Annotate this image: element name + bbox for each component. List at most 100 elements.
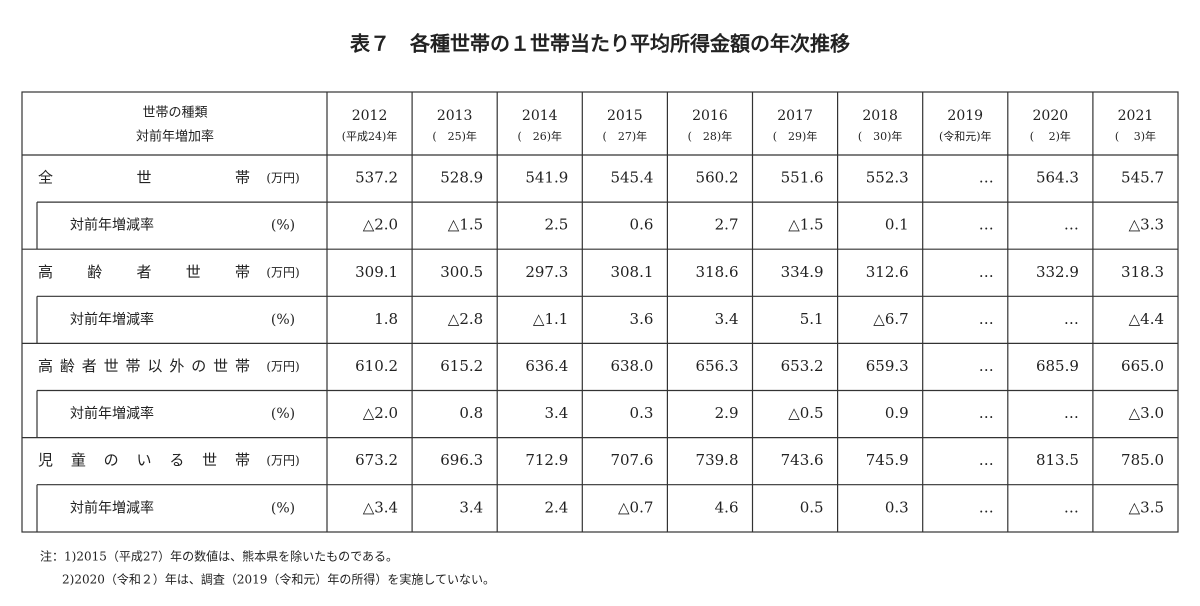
cell: △3.5 [1129, 498, 1164, 516]
cell: 537.2 [355, 169, 398, 187]
cell: 610.2 [355, 357, 398, 375]
era: ( 3)年 [1115, 129, 1156, 143]
row-label: 対前年増減率 [70, 217, 154, 234]
cell: 659.3 [866, 357, 909, 375]
cell: △2.0 [363, 404, 398, 422]
cell: 0.1 [885, 216, 909, 234]
cell: … [1064, 310, 1079, 328]
cell: … [1064, 498, 1079, 516]
year: 2015 [607, 108, 643, 124]
cell: … [979, 216, 994, 234]
row-label: 高齢者世帯 [38, 263, 250, 281]
cell: … [1064, 404, 1079, 422]
cell: △3.3 [1129, 216, 1164, 234]
era: ( 25)年 [432, 129, 477, 143]
cell: 308.1 [610, 263, 653, 281]
cell: 712.9 [525, 451, 568, 469]
cell: △1.5 [788, 216, 823, 234]
header-label: 対前年増加率 [136, 129, 214, 145]
cell: 309.1 [355, 263, 398, 281]
cell: △6.7 [873, 310, 908, 328]
year: 2020 [1033, 108, 1069, 124]
cell: △1.1 [533, 310, 568, 328]
unit: (万円) [266, 265, 299, 279]
era: ( 28)年 [688, 129, 733, 143]
year: 2013 [437, 108, 473, 124]
cell: 334.9 [781, 263, 824, 281]
cell: 528.9 [440, 169, 483, 187]
year: 2016 [692, 108, 728, 124]
cell: 5.1 [800, 310, 824, 328]
cell: 673.2 [355, 451, 398, 469]
note: 注：1)2015（平成27）年の数値は、熊本県を除いたものである。 [40, 549, 398, 564]
cell: 318.6 [696, 263, 739, 281]
cell: 332.9 [1036, 263, 1079, 281]
row-label: 対前年増減率 [70, 311, 154, 328]
era: ( 29)年 [773, 129, 818, 143]
cell: △1.5 [448, 216, 483, 234]
cell: 551.6 [781, 169, 824, 187]
cell: 0.3 [885, 498, 909, 516]
era: ( 27)年 [603, 129, 648, 143]
cell: 3.6 [630, 310, 654, 328]
cell: … [979, 263, 994, 281]
cell: … [1064, 216, 1079, 234]
cell: 0.6 [630, 216, 654, 234]
cell: △3.4 [363, 498, 398, 516]
unit: (万円) [266, 359, 299, 373]
cell: 615.2 [440, 357, 483, 375]
cell: … [979, 169, 994, 187]
cell: 2.9 [715, 404, 739, 422]
year: 2018 [862, 108, 898, 124]
cell: 564.3 [1036, 169, 1079, 187]
cell: 638.0 [610, 357, 653, 375]
year: 2012 [352, 108, 388, 124]
unit: (万円) [266, 171, 299, 185]
cell: 0.5 [800, 498, 824, 516]
year: 2014 [522, 108, 558, 124]
cell: △2.0 [363, 216, 398, 234]
cell: … [979, 451, 994, 469]
cell: … [979, 310, 994, 328]
cell: … [979, 404, 994, 422]
era: ( 30)年 [858, 129, 903, 143]
cell: 318.3 [1121, 263, 1164, 281]
cell: 1.8 [374, 310, 398, 328]
unit: (万円) [266, 454, 299, 468]
cell: 685.9 [1036, 357, 1079, 375]
row-label: 対前年増減率 [70, 499, 154, 516]
row-label: 児童のいる世帯 [38, 451, 250, 469]
cell: 636.4 [525, 357, 568, 375]
cell: △2.8 [448, 310, 483, 328]
cell: 545.7 [1121, 169, 1164, 187]
cell: 541.9 [525, 169, 568, 187]
cell: 0.9 [885, 404, 909, 422]
cell: 4.6 [715, 498, 739, 516]
title: 表７ 各種世帯の１世帯当たり平均所得金額の年次推移 [350, 32, 850, 56]
year: 2017 [777, 108, 813, 124]
cell: 653.2 [781, 357, 824, 375]
cell: 745.9 [866, 451, 909, 469]
cell: 552.3 [866, 169, 909, 187]
cell: 300.5 [440, 263, 483, 281]
cell: 2.4 [544, 498, 568, 516]
cell: △0.5 [788, 404, 823, 422]
cell: △0.7 [618, 498, 653, 516]
cell: 813.5 [1036, 451, 1079, 469]
cell: 3.4 [544, 404, 568, 422]
cell: 297.3 [525, 263, 568, 281]
cell: △3.0 [1129, 404, 1164, 422]
era: ( 2)年 [1030, 129, 1071, 143]
row-label: 対前年増減率 [70, 405, 154, 422]
cell: 560.2 [696, 169, 739, 187]
cell: 545.4 [610, 169, 653, 187]
era: (令和元)年 [939, 129, 992, 143]
cell: 785.0 [1121, 451, 1164, 469]
cell: 312.6 [866, 263, 909, 281]
note: 2)2020（令和２）年は、調査（2019（令和元）年の所得）を実施していない。 [62, 572, 495, 587]
era: ( 26)年 [517, 129, 562, 143]
cell: 0.8 [459, 404, 483, 422]
unit: (%) [271, 218, 295, 234]
cell: 656.3 [696, 357, 739, 375]
